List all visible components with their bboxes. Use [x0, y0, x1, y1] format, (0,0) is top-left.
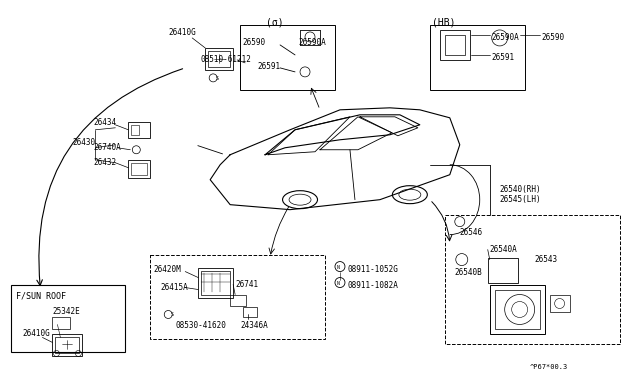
Text: 26540(RH): 26540(RH) [500, 185, 541, 194]
Bar [243, 308, 257, 317]
Bar [198, 267, 233, 298]
Text: 26546: 26546 [460, 228, 483, 237]
Text: 26410G: 26410G [168, 28, 196, 37]
Text: 26540B: 26540B [455, 267, 483, 276]
Text: 08510-61212: 08510-61212 [200, 55, 251, 64]
Bar [495, 289, 540, 330]
Bar [440, 30, 470, 60]
Text: ^P67*00.3: ^P67*00.3 [530, 365, 568, 371]
Text: 26545(LH): 26545(LH) [500, 195, 541, 204]
Text: 26434: 26434 [93, 118, 116, 127]
Text: (σ): (σ) [266, 18, 284, 28]
Text: F/SUN ROOF: F/SUN ROOF [15, 292, 65, 301]
Bar [488, 257, 518, 283]
Text: N: N [337, 264, 340, 270]
Text: 26540A: 26540A [490, 245, 518, 254]
Text: 26740A: 26740A [93, 143, 121, 152]
Bar [490, 285, 545, 334]
Bar [131, 125, 140, 135]
Bar [10, 285, 125, 352]
Bar [52, 334, 83, 356]
Bar [550, 295, 570, 312]
Text: N: N [337, 280, 340, 286]
Text: 26410G: 26410G [22, 330, 50, 339]
Text: 26543: 26543 [534, 254, 558, 264]
Text: 26415A: 26415A [160, 283, 188, 292]
Bar [201, 270, 230, 295]
Bar [52, 317, 70, 330]
Text: 26591: 26591 [492, 53, 515, 62]
Text: 26420M: 26420M [153, 264, 181, 273]
Text: 26590A: 26590A [492, 33, 520, 42]
Bar [445, 35, 465, 55]
Text: 26741: 26741 [235, 279, 259, 289]
Text: 26590A: 26590A [298, 38, 326, 47]
Bar [150, 254, 325, 339]
Text: S: S [215, 76, 218, 81]
Bar [240, 25, 335, 90]
Bar [128, 160, 150, 178]
Bar [208, 51, 230, 67]
Text: 26591: 26591 [257, 62, 280, 71]
Text: 26430: 26430 [72, 138, 95, 147]
Bar [205, 48, 233, 70]
Text: 26432: 26432 [93, 158, 116, 167]
Bar [56, 337, 79, 353]
Text: 26590: 26590 [242, 38, 265, 47]
Text: (HB): (HB) [432, 18, 455, 28]
Bar [131, 163, 147, 175]
Text: 26590: 26590 [541, 33, 564, 42]
Text: 08911-1052G: 08911-1052G [348, 264, 399, 273]
Text: 08911-1082A: 08911-1082A [348, 280, 399, 289]
Text: 24346A: 24346A [240, 321, 268, 330]
Bar [128, 122, 150, 138]
Bar [445, 215, 620, 344]
Text: 25342E: 25342E [52, 308, 80, 317]
Text: S: S [170, 312, 173, 317]
Text: 08530-41620: 08530-41620 [175, 321, 226, 330]
Bar [230, 295, 246, 307]
Bar [430, 25, 525, 90]
